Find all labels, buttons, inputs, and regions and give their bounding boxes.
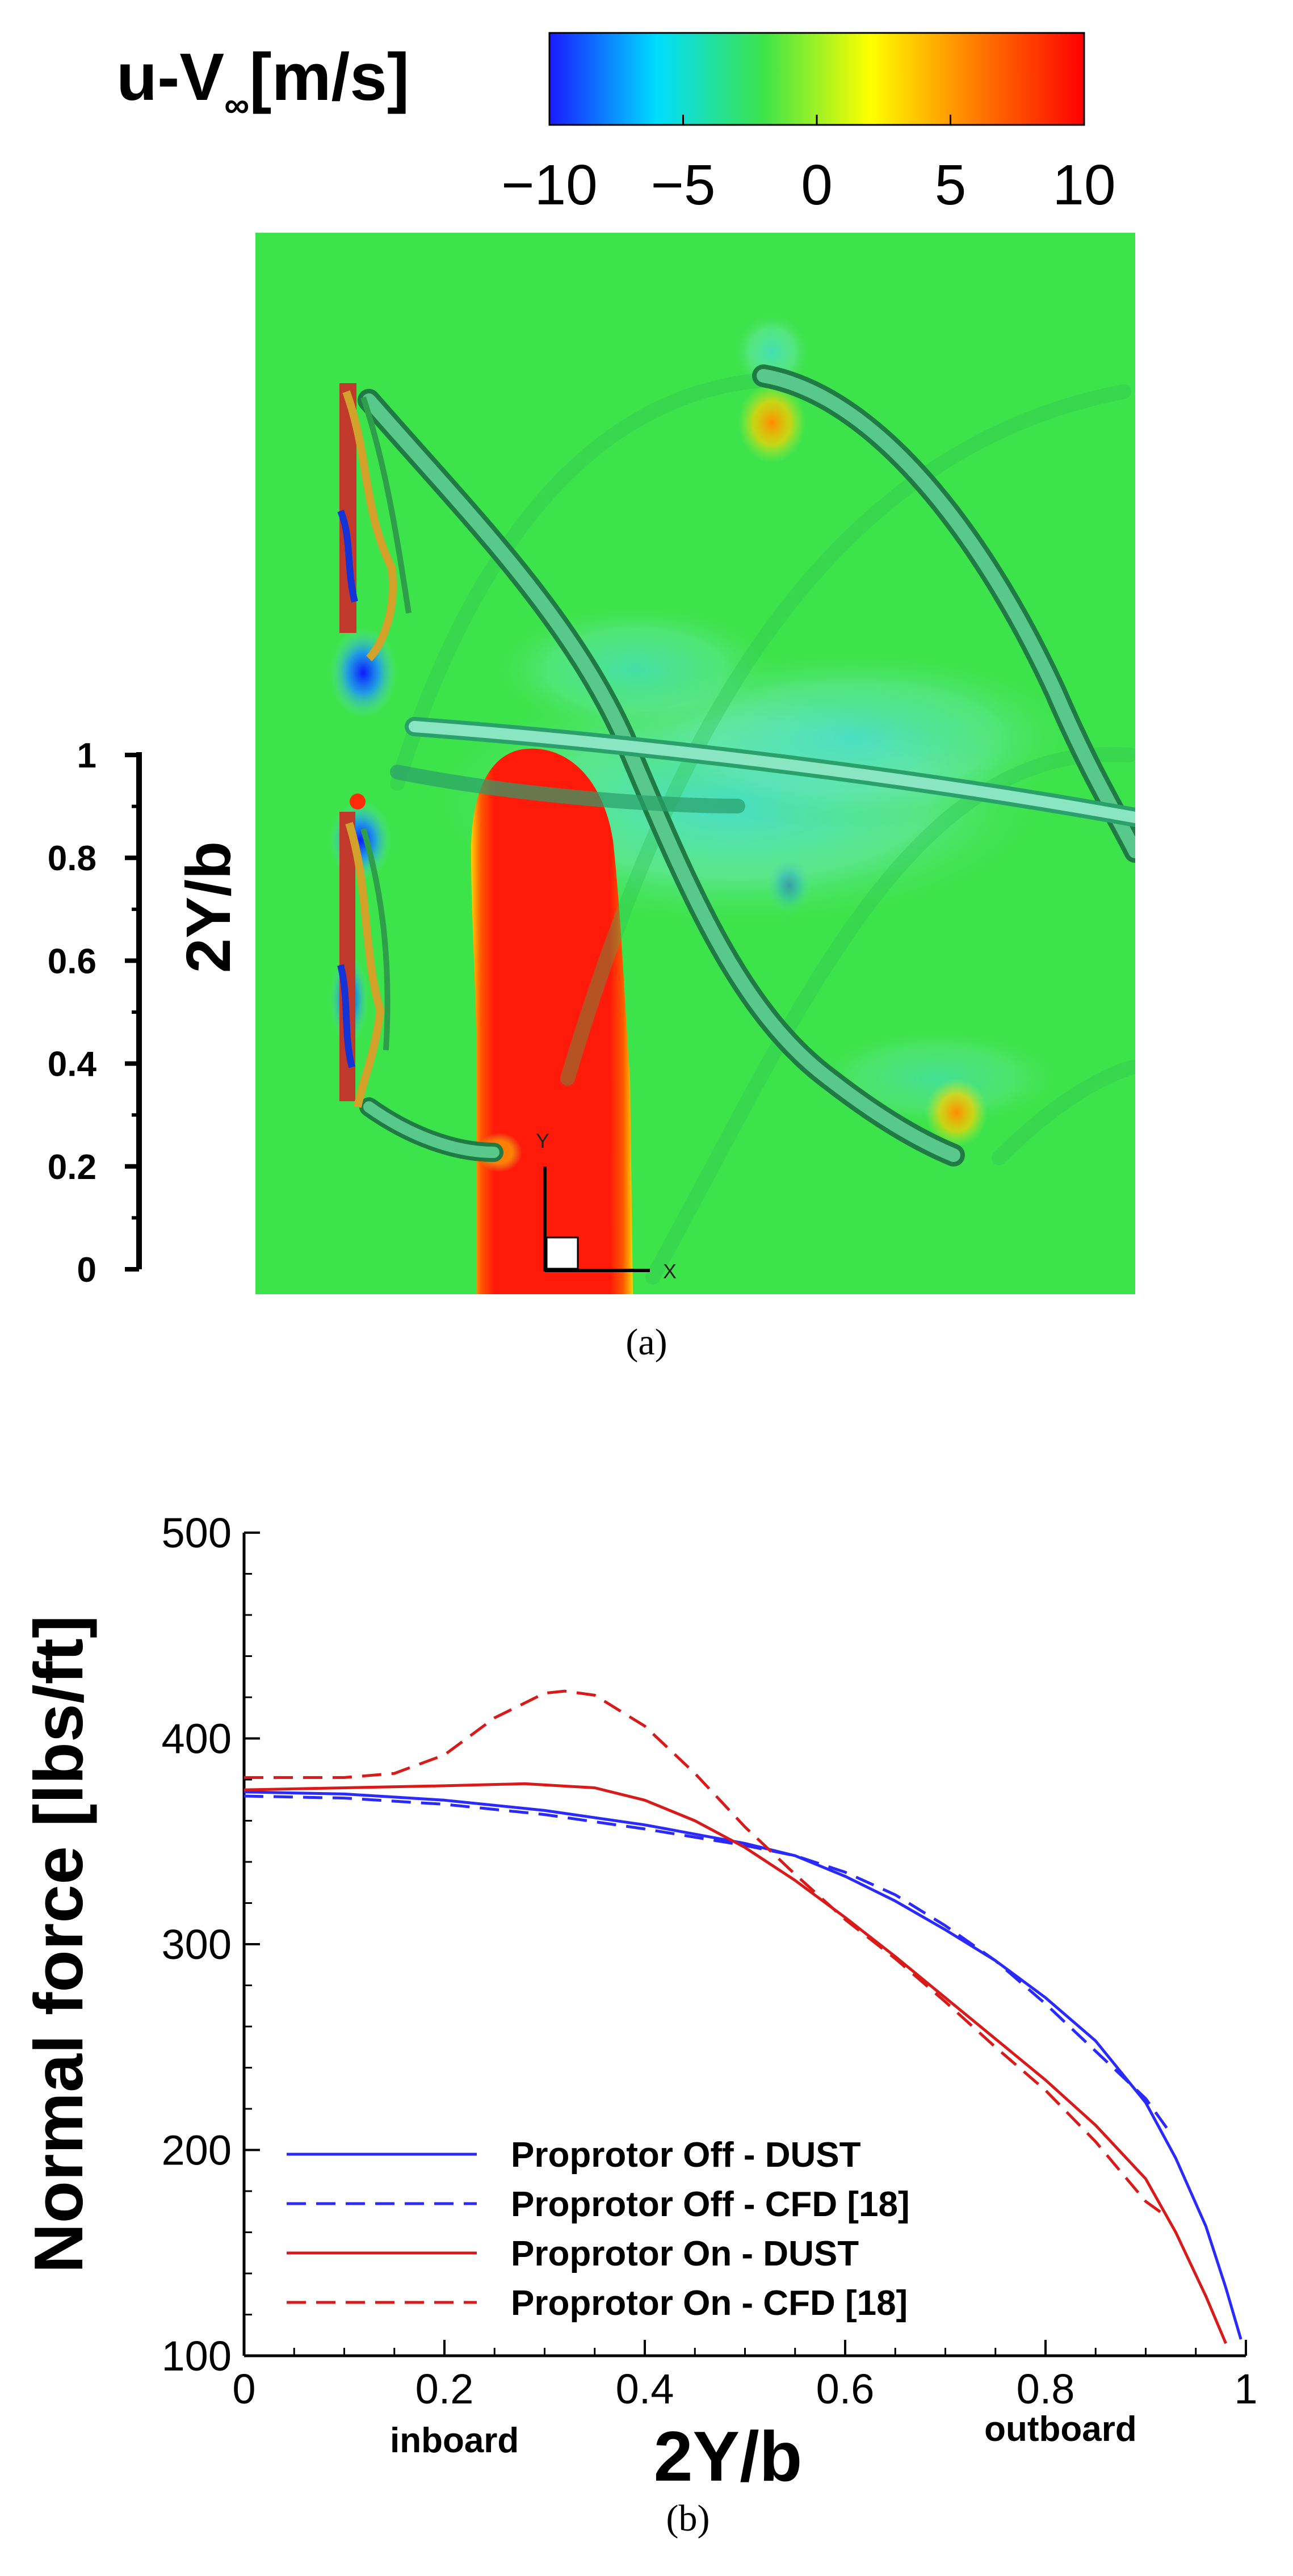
- legend-label-4: Proprotor On - CFD [18]: [511, 2284, 908, 2323]
- slipstream-band: [471, 748, 633, 1294]
- span-axis-tick-label: 0: [77, 1251, 96, 1290]
- legend-label-3: Proprotor On - DUST: [511, 2234, 859, 2273]
- span-axis-title: 2Y/b: [174, 841, 244, 973]
- blade-cluster-upper: [337, 383, 412, 661]
- annotation-inboard: inboard: [390, 2421, 519, 2460]
- low-velocity-spot: [766, 857, 812, 914]
- panel-a-caption: (a): [625, 1321, 667, 1363]
- helix-shadow: [645, 746, 1135, 1285]
- triad-origin-box: [545, 1236, 579, 1270]
- blade-tip: [350, 794, 366, 809]
- triad-x-label: X: [663, 1260, 677, 1283]
- vortex-hotspot: [925, 1079, 988, 1147]
- colorbar-tick-label: 0: [801, 153, 833, 217]
- colorbar-tick-label: 5: [935, 153, 967, 217]
- panel-b-caption: (b): [666, 2498, 710, 2539]
- legend-label-1: Proprotor Off - DUST: [511, 2136, 861, 2175]
- span-axis: 0 0.2 0.4 0.6 0.8 1: [48, 736, 142, 1290]
- colorbar-tick-label: −10: [501, 153, 598, 217]
- series-line-4: [244, 1689, 1167, 2217]
- helix-shadow: [992, 1060, 1135, 1165]
- vortex-tube-5: [363, 1101, 499, 1158]
- wake-filament: [342, 390, 397, 661]
- helix-shadows: [390, 373, 1135, 1285]
- panel-b: 100 200 300 400 500 0 0.2 0.4 0.6 0.8 1 Proprotor …: [20, 1509, 1258, 2539]
- wake-filament: [360, 396, 412, 614]
- series-line-2: [244, 1794, 1172, 2134]
- vortex-tube-4: [390, 765, 745, 813]
- colorbar-ticks: −10 −5 0 5 10: [501, 115, 1116, 217]
- y-axis-title: Normal force [lbs/ft]: [20, 1615, 97, 2273]
- span-axis-tick-label: 0.2: [48, 1148, 96, 1187]
- panel-a: u-V∞[m/s] −10 −5 0 5 10: [48, 32, 1135, 1363]
- span-axis-tick-label: 0.6: [48, 942, 96, 981]
- span-axis-tick-label: 0.4: [48, 1045, 97, 1084]
- x-tick-label: 1: [1234, 2365, 1257, 2413]
- x-tick-label: 0: [232, 2365, 255, 2413]
- vortex-tube-3: [409, 721, 1135, 823]
- flow-field: Y X: [255, 233, 1135, 1294]
- y-tick-label: 400: [162, 1715, 232, 1763]
- series-line-1: [244, 1790, 1242, 2340]
- wake-filament: [337, 964, 355, 1068]
- wake-filament: [345, 821, 385, 1108]
- x-tick-label: 0.4: [616, 2365, 674, 2413]
- wake-filament: [360, 828, 391, 1051]
- vortex-hotspot: [738, 383, 806, 463]
- annotation-outboard: outboard: [984, 2410, 1137, 2449]
- span-axis-tick-label: 1: [77, 736, 96, 775]
- colorbar-tick-label: 10: [1052, 153, 1115, 217]
- y-tick-label: 500: [162, 1509, 232, 1556]
- vortex-tube-1: [362, 393, 960, 1162]
- low-velocity-spot: [329, 627, 397, 718]
- colorbar-title: u-V∞[m/s]: [116, 40, 409, 125]
- blade-cluster-lower: [337, 794, 391, 1108]
- line-chart: 100 200 300 400 500 0 0.2 0.4 0.6 0.8 1 Proprotor …: [162, 1509, 1258, 2413]
- x-tick-label: 0.2: [415, 2365, 474, 2413]
- span-axis-tick-label: 0.8: [48, 839, 96, 878]
- series-group: [244, 1689, 1242, 2344]
- vortex-tubes: [358, 364, 1135, 1167]
- series-line-3: [244, 1782, 1228, 2344]
- y-tick-label: 300: [162, 1921, 232, 1968]
- helix-shadow: [560, 384, 1131, 1086]
- axes: 100 200 300 400 500 0 0.2 0.4 0.6 0.8 1: [162, 1509, 1258, 2413]
- legend-label-2: Proprotor Off - CFD [18]: [511, 2185, 910, 2224]
- coordinate-triad: Y X: [536, 1129, 677, 1283]
- helix-shadow: [390, 373, 768, 791]
- y-tick-label: 100: [162, 2332, 232, 2380]
- x-tick-label: 0.8: [1017, 2365, 1075, 2413]
- vortex-tube-2: [757, 369, 1135, 858]
- colorbar-tick-label: −5: [650, 153, 715, 217]
- wake-filament: [337, 509, 358, 603]
- x-tick-label: 0.6: [816, 2365, 875, 2413]
- colorbar: [548, 32, 1085, 126]
- triad-y-label: Y: [536, 1129, 549, 1152]
- x-axis-title: 2Y/b: [654, 2418, 803, 2496]
- legend: Proprotor Off - DUST Proprotor Off - CFD …: [287, 2136, 910, 2323]
- y-tick-label: 200: [162, 2127, 232, 2174]
